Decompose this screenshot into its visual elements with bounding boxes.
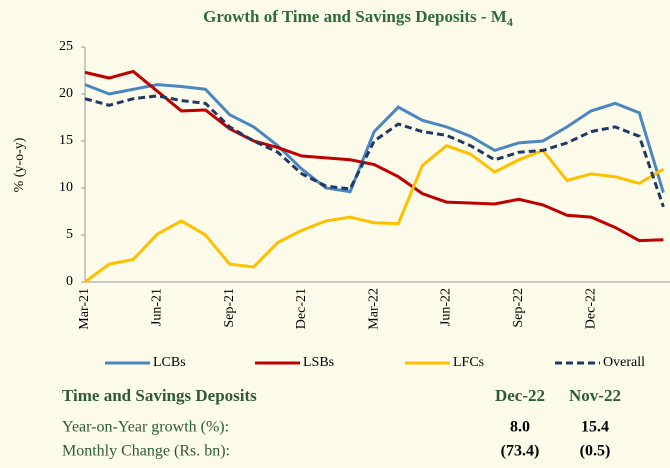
- x-tick-label: Mar-21: [77, 288, 92, 330]
- x-tick-label: Sep-21: [222, 288, 237, 328]
- table-cell: (73.4): [501, 443, 540, 460]
- legend-label: LSBs: [303, 355, 334, 370]
- y-axis-label: % (y-o-y): [12, 137, 27, 192]
- table-cell: 8.0: [510, 419, 530, 436]
- legend-label: Overall: [603, 355, 645, 370]
- table-header: Dec-22: [495, 386, 545, 405]
- y-tick-label: 5: [66, 227, 73, 242]
- table-cell: Monthly Change (Rs. bn):: [62, 443, 230, 460]
- x-tick-label: Dec-21: [294, 288, 309, 329]
- x-tick-label: Sep-22: [511, 288, 526, 328]
- x-tick-label: Jun-22: [439, 288, 454, 326]
- y-tick-label: 15: [59, 133, 73, 148]
- legend-label: LFCs: [453, 355, 484, 370]
- y-tick-label: 0: [66, 274, 73, 289]
- legend-label: LCBs: [153, 355, 186, 370]
- series-line: [84, 83, 665, 194]
- table-cell: Year-on-Year growth (%):: [62, 419, 229, 436]
- table-cell: 15.4: [581, 419, 609, 436]
- series-line: [84, 69, 664, 243]
- y-tick-label: 10: [59, 180, 73, 195]
- table-header: Nov-22: [569, 386, 621, 405]
- y-tick-label: 20: [59, 86, 73, 101]
- series-line: [84, 94, 665, 208]
- x-tick-label: Jun-21: [150, 288, 165, 326]
- title-main: Growth of Time and Savings Deposits - M: [203, 7, 507, 26]
- x-tick-label: Dec-22: [583, 288, 598, 329]
- series-line: [84, 144, 665, 284]
- table-cell: (0.5): [580, 443, 611, 460]
- title-subscript: 4: [507, 15, 513, 29]
- y-tick-label: 25: [59, 39, 73, 54]
- x-tick-label: Mar-22: [366, 288, 381, 330]
- table-header: Time and Savings Deposits: [62, 386, 257, 405]
- chart-title: Growth of Time and Savings Deposits - M4: [203, 7, 513, 29]
